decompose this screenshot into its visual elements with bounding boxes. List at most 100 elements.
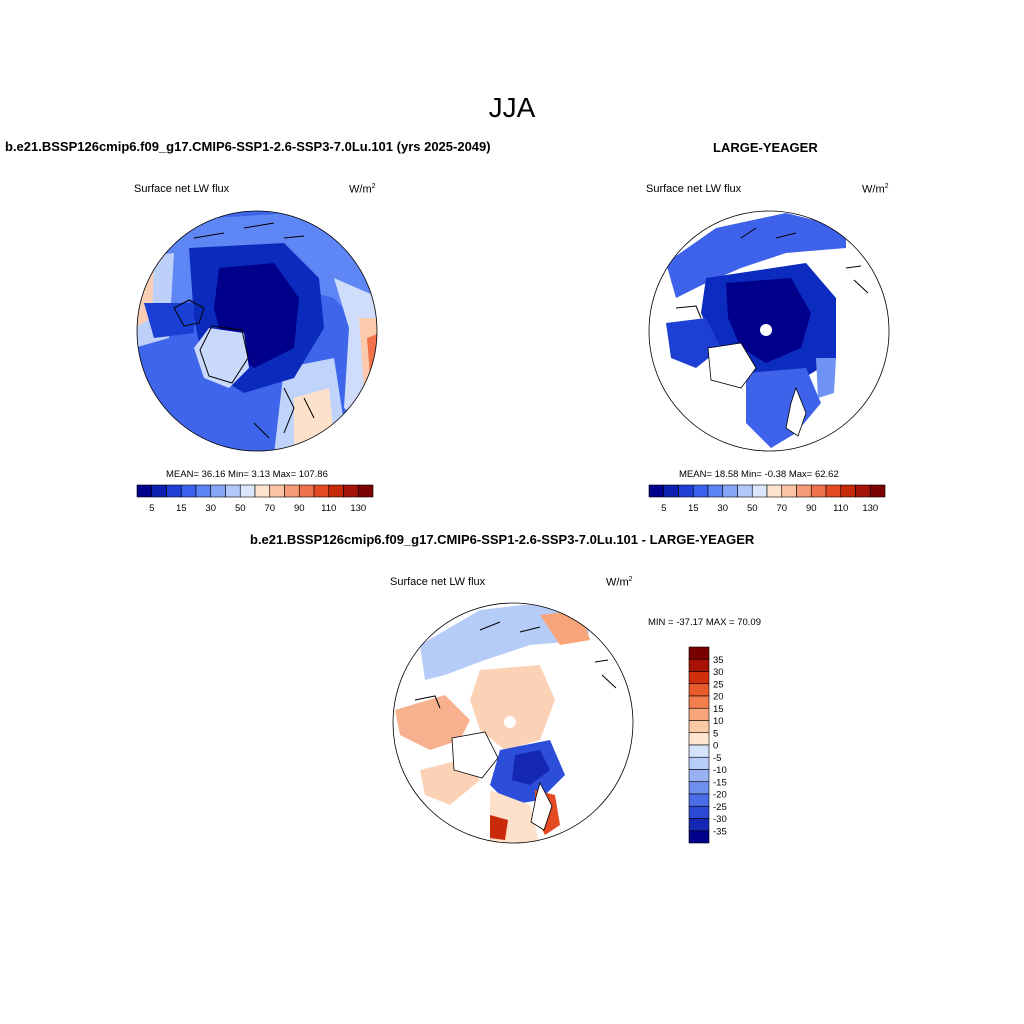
- ref-colorbar: 5 15 30 50 70 90 110 130: [648, 484, 886, 514]
- diff-colorbar-box: [688, 658, 710, 672]
- diff-colorbar-tick-label: -25: [713, 802, 727, 813]
- diff-greenland-land: [451, 731, 499, 779]
- case-variable-label: Surface net LW flux: [134, 183, 230, 195]
- case-colorbar-tick-label: 30: [205, 503, 216, 514]
- season-title: JJA: [488, 92, 536, 123]
- ref-colorbar-box: [722, 484, 738, 498]
- case-colorbar-tick-label: 15: [176, 503, 187, 514]
- diff-colorbar-tick-label: -35: [713, 826, 727, 837]
- case-colorbar-box: [343, 484, 359, 498]
- ref-colorbar-tick-label: 5: [661, 503, 666, 514]
- case-colorbar-box: [328, 484, 344, 498]
- case-colorbar-box: [313, 484, 330, 498]
- case-colorbar-box: [166, 484, 182, 498]
- diff-field-barents-core: [512, 750, 550, 785]
- diff-colorbar-box: [688, 732, 710, 746]
- diff-colorbar-box: [688, 683, 710, 697]
- diff-variable-label: Surface net LW flux: [390, 576, 486, 588]
- ref-units-label: W/m2: [862, 183, 889, 196]
- diff-colorbar-tick-label: 35: [713, 655, 724, 666]
- case-colorbar-tick-label: 90: [294, 503, 305, 514]
- ref-colorbar-tick-label: 50: [747, 503, 758, 514]
- ref-scandinavia-land: [785, 386, 807, 437]
- ref-greenland-land: [707, 342, 757, 389]
- ref-colorbar-tick-label: 70: [776, 503, 787, 514]
- ref-colorbar-box: [751, 484, 768, 498]
- diff-field-canada-warm: [395, 695, 470, 750]
- diff-colorbar-box: [688, 671, 710, 685]
- case-colorbar-box: [298, 484, 315, 498]
- diff-units-label: W/m2: [606, 576, 633, 589]
- ref-field-arctic-core: [726, 278, 811, 363]
- diff-map-boundary: [392, 602, 634, 844]
- case-colorbar-tick-label: 5: [149, 503, 154, 514]
- case-map-boundary: [136, 210, 378, 452]
- ref-polar-map: [648, 210, 890, 452]
- case-colorbar-box: [180, 484, 197, 498]
- case-polar-map: [136, 210, 378, 452]
- case-colorbar-box: [195, 484, 212, 498]
- case-colorbar: 5 15 30 50 70 90 110 130: [136, 484, 374, 514]
- case-colorbar-box: [151, 484, 167, 498]
- ref-colorbar-box: [766, 484, 783, 498]
- diff-colorbar-box: [688, 646, 710, 660]
- ref-colorbar-box: [663, 484, 679, 498]
- diff-colorbar-box: [688, 830, 710, 844]
- diff-colorbar-tick-label: 5: [713, 728, 718, 739]
- case-colorbar-box: [357, 484, 374, 498]
- diff-colorbar-tick-label: -10: [713, 765, 727, 776]
- diff-colorbar-tick-label: 10: [713, 716, 724, 727]
- case-colorbar-box: [225, 484, 241, 498]
- case-colorbar-box: [239, 484, 256, 498]
- diff-colorbar-box: [688, 818, 710, 832]
- ref-colorbar-box: [678, 484, 694, 498]
- ref-colorbar-box: [840, 484, 856, 498]
- case-colorbar-box: [210, 484, 226, 498]
- case-field-warm-south: [294, 388, 334, 451]
- case-field-hot-east: [367, 333, 377, 383]
- case-stats: MEAN= 36.16 Min= 3.13 Max= 107.86: [166, 469, 328, 480]
- diff-colorbar-box: [688, 805, 710, 819]
- diff-colorbar-box: [688, 769, 710, 783]
- ref-field-hudson: [666, 318, 721, 368]
- diff-stats: MIN = -37.17 MAX = 70.09: [648, 617, 762, 628]
- diff-colorbar-box: [688, 695, 710, 709]
- case-colorbar-box: [254, 484, 271, 498]
- ref-colorbar-box: [648, 484, 665, 498]
- diff-colorbar-tick-label: 20: [713, 692, 724, 703]
- diff-colorbar-box: [688, 707, 710, 721]
- case-colorbar-tick-label: 110: [321, 503, 336, 514]
- case-field-band-outer: [137, 213, 377, 348]
- diff-panel-title: b.e21.BSSP126cmip6.f09_g17.CMIP6-SSP1-2.…: [250, 532, 755, 547]
- ref-field-atlantic: [746, 368, 821, 448]
- diff-field-hot-spot: [490, 815, 508, 840]
- diff-colorbar-box: [688, 781, 710, 795]
- diff-field-arctic-warm: [470, 665, 555, 750]
- diff-colorbar-tick-label: -20: [713, 790, 727, 801]
- case-units-label: W/m2: [349, 183, 376, 196]
- ref-colorbar-box: [855, 484, 871, 498]
- ref-field-north-pacific: [666, 213, 846, 298]
- diff-colorbar-tick-label: -30: [713, 814, 727, 825]
- case-colorbar-box: [136, 484, 153, 498]
- ref-colorbar-box: [737, 484, 753, 498]
- case-coastlines: [173, 222, 315, 439]
- ref-colorbar-box: [869, 484, 886, 498]
- ref-variable-label: Surface net LW flux: [646, 183, 742, 195]
- diff-colorbar-tick-label: -5: [713, 753, 721, 764]
- case-field-canada: [144, 303, 194, 338]
- ref-colorbar-tick-label: 90: [806, 503, 817, 514]
- ref-colorbar-tick-label: 130: [862, 503, 878, 514]
- ref-colorbar-tick-label: 110: [833, 503, 848, 514]
- diff-colorbar-tick-label: 0: [713, 741, 718, 752]
- ref-colorbar-tick-label: 15: [688, 503, 699, 514]
- ref-field-norwegian: [816, 358, 836, 398]
- diff-scandinavia-land: [530, 781, 553, 831]
- diff-colorbar-box: [688, 744, 710, 758]
- diff-coastlines: [414, 621, 617, 709]
- diff-colorbar-box: [688, 720, 710, 734]
- ref-colorbar-box: [796, 484, 812, 498]
- ref-colorbar-box: [707, 484, 724, 498]
- diff-colorbar-tick-label: -15: [713, 777, 727, 788]
